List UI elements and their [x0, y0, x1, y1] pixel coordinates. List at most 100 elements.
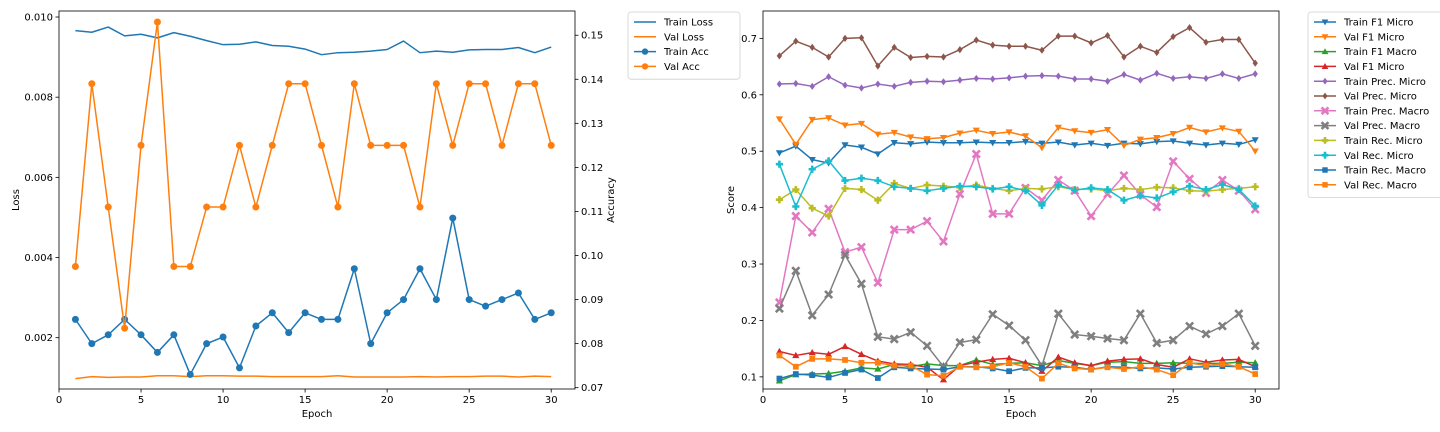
loss-accuracy-x-tick-label: 5	[138, 395, 144, 406]
data-point-val-f1-micro	[972, 127, 980, 134]
legend-entry-train-acc: Train Acc	[634, 47, 709, 58]
loss-accuracy-legend-box	[627, 11, 741, 80]
data-point-train-f1-micro	[841, 142, 849, 149]
data-point-train-acc	[432, 296, 440, 304]
series-line-val-loss	[75, 375, 552, 380]
accuracy-y-tick-label: 0.08	[581, 339, 603, 350]
score-metrics-y-tick-label: 0.5	[741, 147, 757, 158]
data-point-val-prec-macro	[922, 341, 932, 351]
data-point-val-acc	[137, 141, 145, 149]
data-point-train-prec-macro	[906, 225, 916, 235]
data-point-val-prec-micro	[924, 52, 930, 61]
data-point-val-acc	[268, 141, 276, 149]
data-point-val-prec-macro	[1086, 331, 1096, 341]
data-point-train-prec-macro	[1152, 202, 1162, 212]
data-point-val-f1-micro	[1071, 128, 1079, 135]
data-point-val-rec-micro	[1087, 184, 1095, 192]
legend-label: Val Rec. Macro	[1344, 180, 1417, 191]
data-point-train-prec-macro	[1086, 211, 1096, 221]
data-point-train-acc	[203, 340, 211, 348]
data-point-train-prec-micro	[1088, 75, 1094, 83]
series-train-f1-micro-0	[775, 137, 1259, 167]
data-point-val-f1-micro	[841, 122, 849, 129]
data-point-train-acc	[219, 333, 227, 341]
data-point-train-acc	[252, 322, 260, 330]
legend-label: Train Acc	[663, 47, 709, 58]
data-point-train-f1-macro	[874, 365, 882, 372]
data-point-val-rec-micro	[775, 160, 784, 168]
data-point-val-f1-micro	[1169, 131, 1177, 138]
data-point-train-rec-macro	[1039, 364, 1045, 371]
data-point-val-acc	[219, 203, 227, 211]
data-point-val-acc	[367, 141, 375, 149]
data-point-val-acc	[531, 80, 539, 88]
data-point-train-f1-micro	[775, 150, 784, 157]
data-point-train-prec-micro	[924, 77, 930, 85]
data-point-val-f1-micro	[1103, 357, 1112, 364]
data-point-train-prec-macro	[889, 225, 899, 235]
data-point-train-prec-micro	[940, 78, 947, 86]
score-metrics-ticks: 0 5 10 15 20 25 30 0.1 0.2 0.3 0.4 0.5 0.6 0.7	[741, 34, 1261, 406]
data-point-train-acc	[170, 331, 178, 339]
data-point-val-f1-micro	[1235, 128, 1243, 136]
loss-accuracy-x-tick-label: 15	[299, 395, 312, 406]
data-point-val-rec-macro	[1203, 362, 1209, 369]
data-point-val-prec-micro	[1121, 53, 1127, 61]
data-point-val-acc	[482, 80, 490, 88]
score-metrics-legend-box	[1307, 11, 1440, 198]
series-line-val-f1-micro	[779, 345, 1256, 381]
score-metrics-y-tick-label: 0.4	[741, 203, 757, 214]
data-point-train-rec-macro	[1170, 366, 1177, 372]
series-val-rec-micro-9	[775, 157, 1259, 211]
data-point-val-f1-micro	[923, 136, 931, 143]
data-point-val-prec-micro	[1088, 39, 1094, 47]
data-point-val-rec-micro	[825, 157, 833, 165]
data-point-val-prec-micro	[940, 53, 947, 61]
data-point-val-rec-macro	[907, 362, 914, 369]
data-point-val-f1-micro	[1218, 125, 1226, 132]
data-point-train-prec-micro	[1186, 73, 1193, 81]
data-point-val-acc	[449, 141, 457, 149]
data-point-train-acc	[104, 331, 112, 339]
data-point-val-prec-macro	[1201, 329, 1211, 339]
data-point-val-prec-micro	[809, 43, 815, 51]
data-point-val-prec-macro	[1004, 321, 1014, 331]
data-point-train-rec-micro	[1153, 183, 1161, 191]
data-point-train-prec-macro	[807, 227, 817, 237]
score-metrics-chart: 0 5 10 15 20 25 300.10.20.30.40.50.60.7 Epoch …	[726, 10, 1440, 420]
data-point-val-prec-macro	[1250, 341, 1260, 351]
data-point-train-f1-macro	[923, 360, 931, 367]
data-point-val-acc	[498, 141, 506, 149]
data-point-val-rec-micro	[1251, 202, 1259, 210]
legend-label: Train F1 Micro	[1343, 18, 1413, 29]
data-point-val-rec-micro	[890, 183, 898, 191]
data-point-train-acc	[514, 289, 522, 297]
data-point-val-f1-micro	[1120, 355, 1128, 363]
data-point-train-f1-micro	[923, 139, 931, 146]
loss-accuracy-x-tick-label: 20	[381, 395, 394, 406]
legend-label: Val F1 Micro	[1344, 32, 1404, 43]
data-point-val-f1-micro	[1120, 142, 1128, 150]
data-point-train-acc	[449, 214, 457, 222]
accuracy-y-tick-label: 0.09	[581, 295, 603, 306]
legend-swatch-marker	[641, 63, 649, 70]
legend-entry-train-prec-micro: Train Prec. Micro	[1314, 77, 1426, 88]
data-point-train-prec-micro	[1055, 72, 1062, 80]
data-point-val-prec-macro	[774, 304, 784, 314]
data-point-val-prec-micro	[989, 41, 996, 49]
data-point-val-rec-macro	[1137, 363, 1144, 370]
data-point-val-rec-macro	[1088, 366, 1095, 373]
data-point-train-acc	[153, 348, 161, 356]
data-point-train-f1-micro	[1021, 138, 1030, 146]
loss-accuracy-chart: 0 5 10 15 20 25 30 0.002 0.004 0.006 0.008 0.010 0.0…	[11, 10, 741, 420]
data-point-val-rec-macro	[1055, 360, 1062, 367]
data-point-train-f1-micro	[1103, 142, 1112, 150]
data-point-val-prec-micro	[1170, 33, 1176, 41]
data-point-val-rec-micro	[1218, 180, 1226, 189]
score-metrics-y-tick-label: 0.7	[741, 34, 757, 45]
data-point-val-f1-micro	[1087, 129, 1095, 137]
accuracy-y-tick-label: 0.14	[581, 75, 603, 86]
score-metrics-x-tick-label: 30	[1249, 395, 1262, 406]
score-metrics-x-tick-label: 10	[921, 395, 934, 406]
loss-accuracy-x-tick-label: 30	[545, 395, 558, 406]
